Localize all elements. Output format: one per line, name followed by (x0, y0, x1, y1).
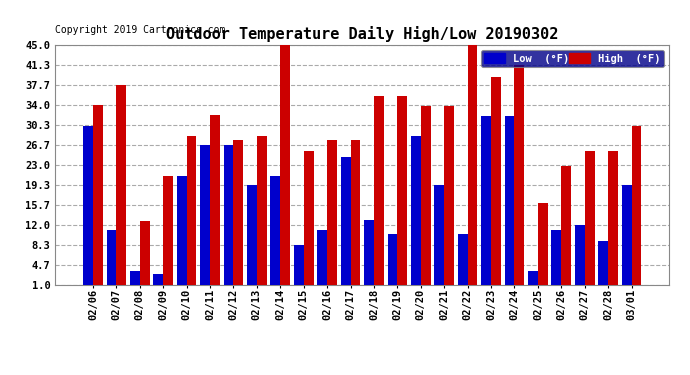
Bar (374, 96, 384, 291)
Bar (177, 176, 186, 291)
Bar (93, 105, 103, 291)
Bar (457, 234, 468, 291)
Bar (153, 274, 164, 291)
Bar (140, 220, 150, 291)
Bar (608, 151, 618, 291)
Bar (83, 126, 93, 291)
Bar (130, 272, 140, 291)
Bar (294, 245, 304, 291)
Bar (233, 141, 244, 291)
Bar (397, 96, 407, 291)
Bar (515, 65, 524, 291)
Bar (444, 106, 454, 291)
Bar (327, 141, 337, 291)
Bar (210, 116, 220, 291)
Bar (224, 146, 233, 291)
Bar (317, 231, 327, 291)
Bar (421, 106, 431, 291)
Bar (388, 234, 397, 291)
Text: Copyright 2019 Cartronics.com: Copyright 2019 Cartronics.com (55, 26, 226, 35)
Bar (411, 135, 421, 291)
Bar (481, 116, 491, 291)
Bar (164, 176, 173, 291)
Bar (364, 219, 374, 291)
Bar (351, 141, 360, 291)
Bar (584, 151, 595, 291)
Bar (468, 45, 477, 291)
Bar (575, 225, 584, 291)
Bar (551, 231, 561, 291)
Bar (631, 126, 642, 291)
Bar (270, 176, 280, 291)
Bar (504, 116, 515, 291)
Bar (186, 135, 197, 291)
Bar (106, 231, 117, 291)
Bar (435, 184, 444, 291)
Bar (528, 272, 538, 291)
Bar (341, 157, 351, 291)
Title: Outdoor Temperature Daily High/Low 20190302: Outdoor Temperature Daily High/Low 20190… (166, 27, 558, 42)
Bar (598, 242, 608, 291)
Bar (304, 151, 313, 291)
Bar (538, 203, 548, 291)
Bar (257, 135, 267, 291)
Bar (491, 76, 501, 291)
Bar (280, 45, 290, 291)
Bar (561, 166, 571, 291)
Bar (622, 184, 631, 291)
Bar (117, 85, 126, 291)
Bar (200, 146, 210, 291)
Legend: Low  (°F), High  (°F): Low (°F), High (°F) (481, 50, 664, 67)
Bar (247, 185, 257, 291)
